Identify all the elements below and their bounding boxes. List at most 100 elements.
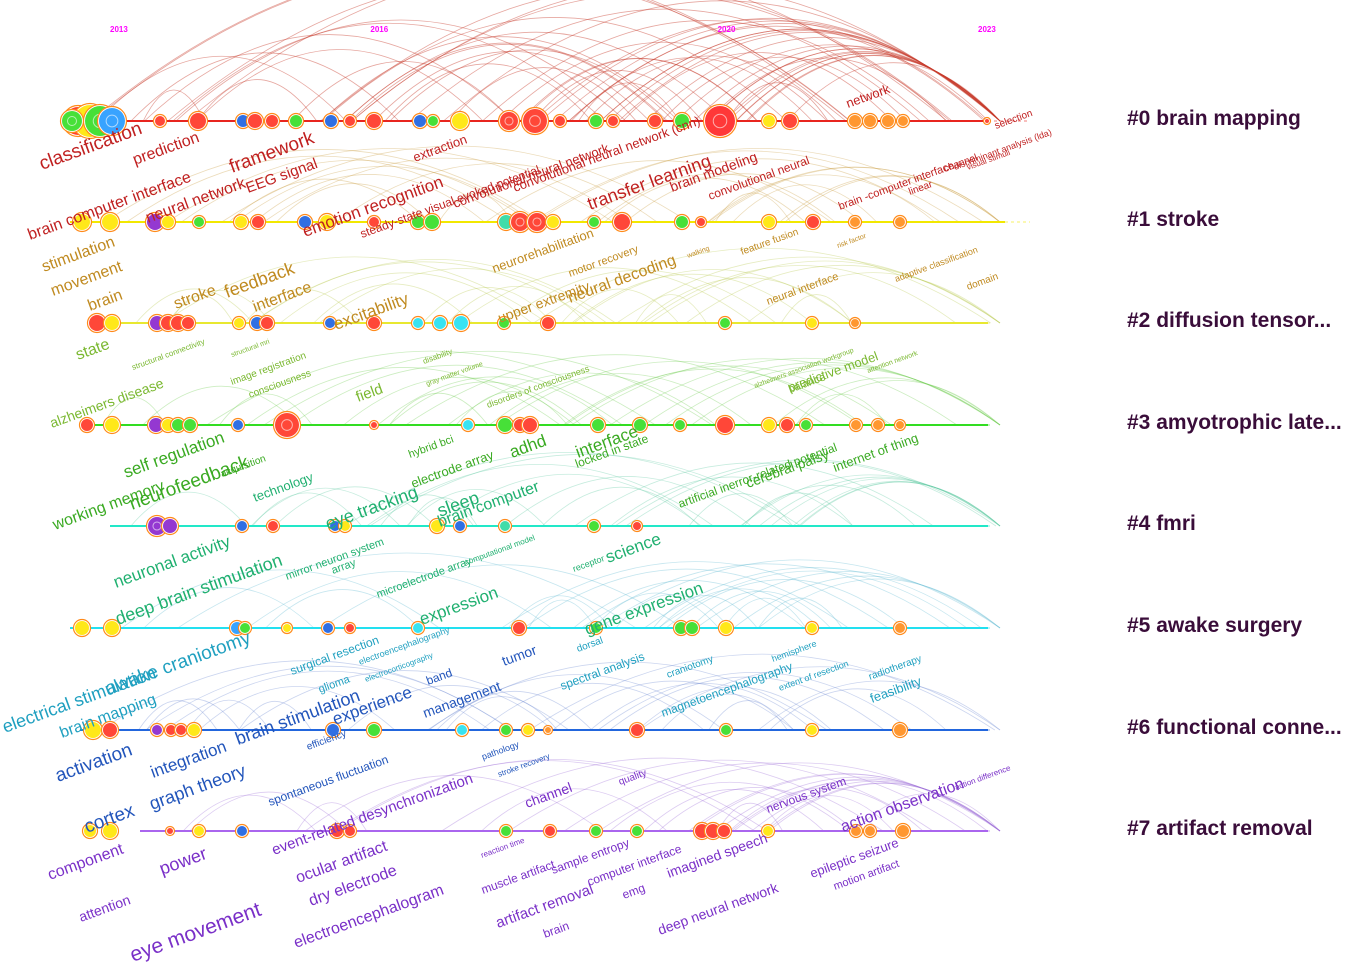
keyword-node[interactable] bbox=[412, 216, 424, 228]
keyword-node[interactable] bbox=[894, 724, 906, 736]
keyword-node[interactable] bbox=[455, 521, 465, 531]
keyword-node[interactable] bbox=[340, 521, 350, 531]
keyword-node[interactable] bbox=[84, 825, 96, 837]
keyword-node[interactable] bbox=[166, 725, 176, 735]
keyword-node[interactable] bbox=[320, 215, 334, 229]
keyword-node[interactable] bbox=[985, 119, 989, 123]
keyword-node[interactable] bbox=[452, 113, 468, 129]
keyword-node[interactable] bbox=[331, 825, 343, 837]
keyword-node[interactable] bbox=[706, 824, 720, 838]
keyword-node[interactable] bbox=[155, 116, 165, 126]
keyword-node[interactable] bbox=[85, 722, 101, 738]
keyword-node[interactable] bbox=[182, 317, 194, 329]
keyword-node[interactable] bbox=[75, 621, 89, 635]
keyword-node[interactable] bbox=[634, 419, 646, 431]
keyword-node[interactable] bbox=[851, 319, 859, 327]
keyword-node[interactable] bbox=[176, 725, 186, 735]
keyword-node[interactable] bbox=[368, 724, 380, 736]
keyword-node[interactable] bbox=[105, 316, 119, 330]
keyword-node[interactable] bbox=[807, 216, 819, 228]
keyword-node[interactable] bbox=[152, 725, 162, 735]
keyword-node[interactable] bbox=[252, 216, 264, 228]
keyword-node[interactable] bbox=[89, 315, 105, 331]
keyword-node[interactable] bbox=[235, 216, 247, 228]
keyword-node[interactable] bbox=[327, 724, 339, 736]
keyword-node[interactable] bbox=[850, 217, 860, 227]
keyword-node[interactable] bbox=[675, 114, 689, 128]
keyword-node[interactable] bbox=[592, 419, 604, 431]
keyword-node[interactable] bbox=[413, 623, 423, 633]
keyword-node[interactable] bbox=[555, 116, 565, 126]
keyword-node[interactable] bbox=[783, 114, 797, 128]
keyword-node[interactable] bbox=[865, 826, 875, 836]
keyword-node[interactable] bbox=[697, 218, 705, 226]
keyword-node[interactable] bbox=[718, 825, 730, 837]
keyword-node[interactable] bbox=[345, 116, 355, 126]
keyword-node[interactable] bbox=[781, 419, 793, 431]
keyword-node[interactable] bbox=[801, 420, 811, 430]
keyword-node[interactable] bbox=[882, 115, 894, 127]
keyword-node[interactable] bbox=[498, 418, 512, 432]
keyword-node[interactable] bbox=[545, 727, 551, 733]
keyword-node[interactable] bbox=[434, 317, 446, 329]
keyword-node[interactable] bbox=[457, 725, 467, 735]
keyword-node[interactable] bbox=[261, 317, 273, 329]
keyword-node[interactable] bbox=[346, 624, 354, 632]
keyword-node[interactable] bbox=[851, 420, 861, 430]
keyword-node[interactable] bbox=[188, 724, 200, 736]
keyword-node[interactable] bbox=[240, 623, 250, 633]
keyword-node[interactable] bbox=[163, 519, 177, 533]
keyword-node[interactable] bbox=[233, 420, 243, 430]
keyword-node[interactable] bbox=[589, 217, 599, 227]
keyword-node[interactable] bbox=[237, 521, 247, 531]
keyword-node[interactable] bbox=[721, 725, 731, 735]
keyword-node[interactable] bbox=[237, 115, 249, 127]
keyword-node[interactable] bbox=[898, 116, 908, 126]
keyword-node[interactable] bbox=[676, 216, 688, 228]
keyword-node[interactable] bbox=[513, 622, 525, 634]
keyword-node[interactable] bbox=[807, 725, 817, 735]
keyword-node[interactable] bbox=[149, 418, 163, 432]
keyword-node[interactable] bbox=[807, 623, 817, 633]
keyword-node[interactable] bbox=[371, 422, 377, 428]
keyword-node[interactable] bbox=[283, 624, 291, 632]
keyword-node[interactable] bbox=[172, 419, 184, 431]
keyword-node[interactable] bbox=[237, 826, 247, 836]
keyword-node[interactable] bbox=[851, 826, 861, 836]
keyword-node[interactable] bbox=[608, 116, 618, 126]
keyword-node[interactable] bbox=[463, 420, 473, 430]
keyword-node[interactable] bbox=[194, 826, 204, 836]
keyword-node[interactable] bbox=[614, 214, 630, 230]
keyword-node[interactable] bbox=[763, 826, 773, 836]
keyword-node[interactable] bbox=[367, 114, 381, 128]
keyword-node[interactable] bbox=[103, 824, 117, 838]
keyword-node[interactable] bbox=[105, 418, 119, 432]
keyword-node[interactable] bbox=[330, 521, 340, 531]
keyword-node[interactable] bbox=[299, 216, 311, 228]
keyword-node[interactable] bbox=[717, 417, 733, 433]
keyword-node[interactable] bbox=[62, 111, 82, 131]
keyword-node[interactable] bbox=[368, 317, 380, 329]
keyword-node[interactable] bbox=[454, 316, 468, 330]
keyword-node[interactable] bbox=[369, 217, 379, 227]
keyword-node[interactable] bbox=[807, 318, 817, 328]
keyword-node[interactable] bbox=[523, 418, 537, 432]
keyword-node[interactable] bbox=[649, 115, 661, 127]
keyword-node[interactable] bbox=[167, 828, 173, 834]
keyword-node[interactable] bbox=[428, 116, 438, 126]
keyword-node[interactable] bbox=[148, 517, 166, 535]
keyword-node[interactable] bbox=[720, 622, 732, 634]
keyword-node[interactable] bbox=[102, 214, 118, 230]
keyword-node[interactable] bbox=[591, 826, 601, 836]
keyword-node[interactable] bbox=[290, 115, 302, 127]
keyword-node[interactable] bbox=[632, 826, 642, 836]
keyword-node[interactable] bbox=[849, 115, 861, 127]
keyword-node[interactable] bbox=[345, 826, 355, 836]
keyword-node[interactable] bbox=[686, 622, 698, 634]
keyword-node[interactable] bbox=[248, 114, 262, 128]
keyword-node[interactable] bbox=[105, 621, 119, 635]
keyword-node[interactable] bbox=[194, 217, 204, 227]
keyword-node[interactable] bbox=[631, 724, 643, 736]
keyword-node[interactable] bbox=[413, 318, 423, 328]
keyword-node[interactable] bbox=[545, 826, 555, 836]
